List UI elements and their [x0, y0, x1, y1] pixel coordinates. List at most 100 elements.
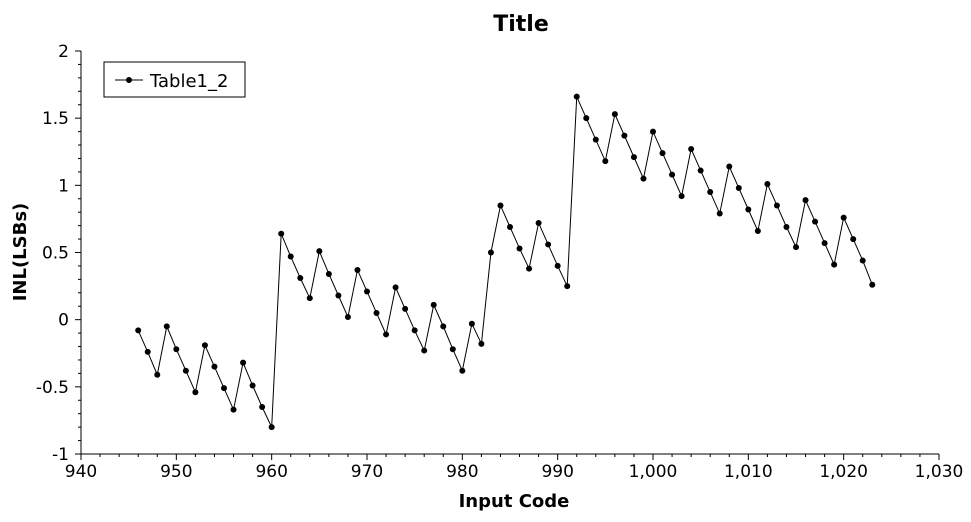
y-tick-label: -1 [52, 445, 69, 465]
data-point [783, 223, 790, 230]
data-point [554, 262, 561, 269]
x-tick-label: 1,000 [629, 462, 678, 482]
data-point [497, 202, 504, 209]
data-point [697, 167, 704, 174]
x-tick-label: 1,010 [724, 462, 773, 482]
data-point [573, 93, 580, 100]
data-point [716, 210, 723, 217]
data-point [707, 189, 714, 196]
data-point [335, 292, 342, 299]
data-point [735, 185, 742, 192]
data-point [297, 275, 304, 282]
data-point [354, 266, 361, 273]
data-point [726, 163, 733, 170]
data-point [526, 265, 533, 272]
data-point [859, 257, 866, 264]
data-point [869, 281, 876, 288]
data-point [383, 331, 390, 338]
data-point [754, 228, 761, 235]
data-point [640, 175, 647, 182]
data-point [821, 240, 828, 247]
x-tick-label: 990 [541, 462, 573, 482]
data-point [602, 158, 609, 165]
data-point [459, 367, 466, 374]
data-point [144, 348, 151, 355]
data-point [364, 288, 370, 295]
x-axis-label: Input Code [459, 491, 570, 512]
data-point [316, 248, 323, 255]
data-point [516, 245, 523, 252]
y-tick-label: 1 [58, 176, 69, 196]
data-point [249, 382, 256, 389]
data-point [793, 244, 799, 251]
data-point [173, 346, 180, 353]
plot-series [135, 93, 876, 431]
data-point [325, 270, 332, 277]
data-point [392, 284, 399, 291]
data-point [259, 403, 266, 410]
x-tick-label: 1,020 [819, 462, 868, 482]
data-point [812, 218, 819, 225]
series-line [137, 96, 873, 428]
data-point [630, 154, 637, 161]
x-tick-label: 940 [65, 462, 97, 482]
data-point [745, 206, 752, 213]
data-point [507, 223, 513, 230]
data-point [278, 230, 285, 237]
data-point [240, 359, 247, 366]
data-point [230, 406, 237, 413]
data-point [221, 385, 227, 392]
data-point [287, 253, 294, 260]
data-point [421, 347, 428, 354]
data-point [545, 241, 552, 248]
data-point [621, 132, 628, 139]
data-point [592, 136, 599, 143]
data-point [487, 249, 494, 256]
x-tick-label: 950 [160, 462, 192, 482]
data-point [135, 327, 142, 334]
data-point [154, 371, 161, 378]
y-tick-label: 0.5 [42, 244, 69, 264]
data-point [773, 202, 780, 209]
y-axis-label: INL(LSBs) [10, 203, 31, 302]
data-point [192, 389, 199, 396]
data-point [564, 283, 571, 290]
data-point [678, 193, 685, 200]
data-point [211, 363, 218, 370]
data-point [449, 346, 456, 353]
data-point [182, 367, 189, 374]
legend-label: Table1_2 [149, 71, 228, 92]
data-point [764, 180, 771, 187]
x-tick-label: 970 [351, 462, 383, 482]
data-point [163, 323, 170, 330]
data-point [611, 111, 618, 118]
chart-title: Title [493, 12, 549, 37]
x-tick-label: 960 [255, 462, 287, 482]
data-point [831, 261, 838, 268]
data-point [802, 197, 809, 204]
data-point [402, 305, 409, 312]
x-tick-label: 1,030 [915, 462, 964, 482]
data-point [583, 115, 590, 122]
y-tick-label: -0.5 [36, 378, 69, 398]
data-point [440, 323, 447, 330]
data-point [650, 128, 656, 135]
data-point [268, 424, 275, 431]
legend-marker-swatch [126, 77, 132, 83]
data-point [659, 150, 666, 157]
data-point [840, 214, 847, 221]
data-point [344, 313, 351, 320]
data-point [430, 301, 437, 308]
legend: Table1_2 [103, 61, 246, 98]
y-tick-label: 0 [58, 311, 69, 331]
data-point [306, 295, 313, 302]
data-point [850, 236, 857, 243]
data-point [468, 320, 475, 327]
data-point [688, 146, 695, 153]
data-point [478, 340, 485, 347]
data-point [201, 342, 208, 349]
x-tick-label: 980 [446, 462, 478, 482]
data-point [535, 219, 542, 226]
data-point [411, 327, 418, 334]
